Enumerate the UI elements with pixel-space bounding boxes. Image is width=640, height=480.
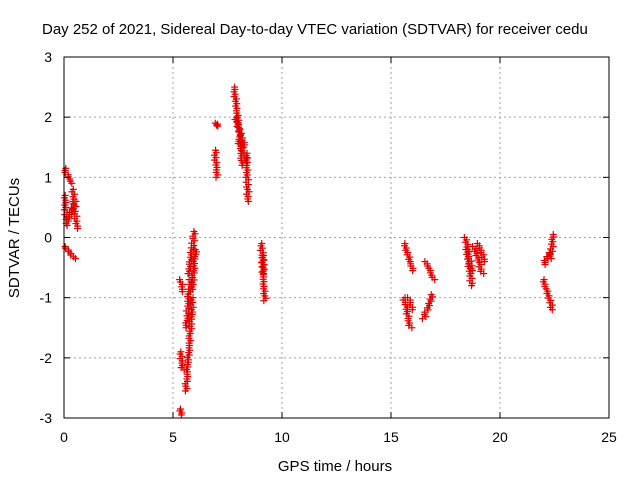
data-point	[71, 255, 79, 263]
data-point	[213, 121, 221, 129]
data-point	[212, 173, 220, 181]
data-point	[260, 297, 268, 305]
data-point	[74, 224, 82, 232]
data-point	[177, 411, 185, 419]
x-tick-label: 15	[383, 429, 399, 445]
y-tick-label: 1	[44, 169, 52, 185]
grid	[64, 57, 609, 418]
x-tick-label: 0	[60, 429, 68, 445]
x-axis: 0 5 10 15 20 25	[60, 57, 617, 445]
data-point	[431, 276, 439, 284]
data-point	[190, 227, 198, 235]
chart-title: Day 252 of 2021, Sidereal Day-to-day VTE…	[42, 21, 588, 38]
data-point	[214, 122, 222, 130]
y-axis: -3 -2 -1 0 1 2 3	[40, 49, 609, 426]
y-tick-label: 0	[44, 230, 52, 246]
x-tick-label: 25	[601, 429, 617, 445]
x-tick-label: 5	[169, 429, 177, 445]
data-point	[408, 324, 416, 332]
y-axis-label: SDTVAR / TECUs	[6, 178, 23, 298]
x-axis-label: GPS time / hours	[278, 458, 392, 475]
data-point	[189, 294, 197, 302]
data-point	[427, 291, 435, 299]
data-point	[480, 270, 488, 278]
data-point	[545, 249, 553, 257]
data-point	[244, 197, 252, 205]
data-point	[549, 230, 557, 238]
data-point	[480, 258, 488, 266]
y-tick-label: -2	[40, 350, 53, 366]
data-point	[540, 257, 548, 265]
y-tick-label: 2	[44, 109, 52, 125]
data-point	[178, 288, 186, 296]
x-tick-label: 20	[492, 429, 508, 445]
data-point	[68, 179, 76, 187]
data-point	[468, 282, 476, 290]
data-point	[191, 246, 199, 254]
data-point	[408, 306, 416, 314]
y-tick-label: -3	[40, 410, 53, 426]
y-tick-label: -1	[40, 290, 53, 306]
x-tick-label: 10	[274, 429, 290, 445]
y-tick-label: 3	[44, 49, 52, 65]
data-point	[548, 306, 556, 314]
data-points	[60, 83, 558, 419]
data-point	[409, 267, 417, 275]
